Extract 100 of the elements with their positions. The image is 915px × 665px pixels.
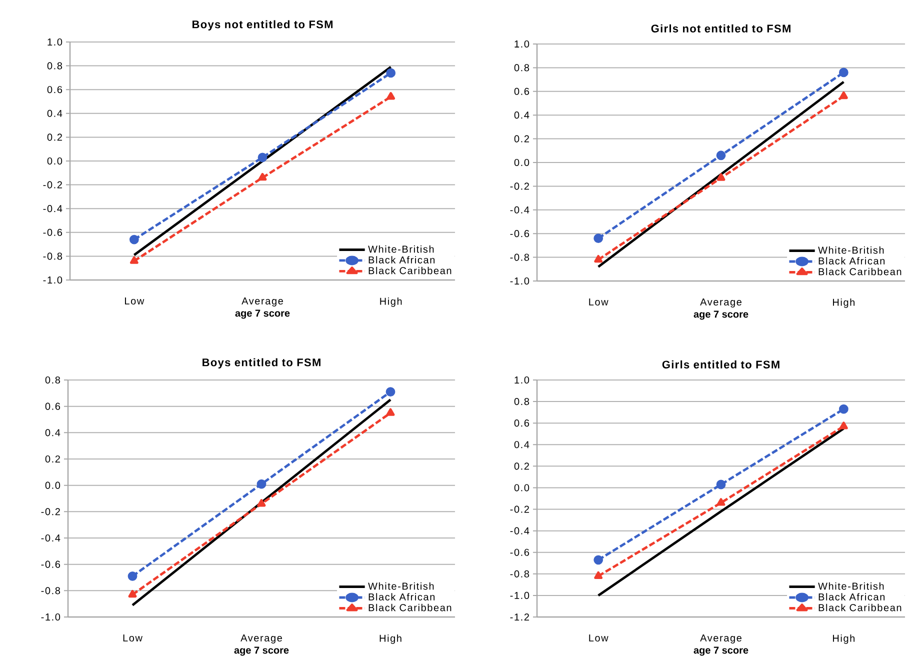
point xyxy=(839,422,848,430)
y-tick-label: -0.6 xyxy=(510,548,530,556)
legend-label: Black Caribbean xyxy=(818,268,902,276)
y-tick-label: -0.8 xyxy=(510,570,530,578)
x-tick-label: Low xyxy=(589,298,608,306)
y-tick-label: -0.8 xyxy=(510,254,530,261)
y-tick-label: 0.0 xyxy=(514,158,530,166)
y-tick-label: 0.4 xyxy=(45,429,60,436)
x-tick-label: Average xyxy=(240,634,282,644)
y-tick-label: 0.8 xyxy=(514,64,530,72)
point xyxy=(128,571,138,581)
legend-label: White-British xyxy=(818,246,884,254)
legend-label: Black Caribbean xyxy=(368,604,452,612)
x-tick-label: High xyxy=(833,634,854,644)
y-tick-label: -0.4 xyxy=(510,206,530,214)
y-tick-label: 1.0 xyxy=(514,376,530,384)
point xyxy=(838,404,848,414)
y-tick-label: -0.8 xyxy=(41,587,60,594)
chart-title: Boys entitled to FSM xyxy=(202,358,320,368)
x-tick-label: Low xyxy=(123,634,142,642)
x-tick-label: Low xyxy=(125,298,144,305)
chart-title: Boys not entitled to FSM xyxy=(192,20,333,30)
x-axis-title: age 7 score xyxy=(694,646,748,656)
point xyxy=(256,479,266,489)
y-tick-label: 1.0 xyxy=(48,38,62,46)
legend-label: Black African xyxy=(818,257,885,264)
y-tick-label: 0.4 xyxy=(47,110,62,117)
point xyxy=(386,408,395,416)
point xyxy=(716,498,726,506)
point xyxy=(386,92,396,100)
point xyxy=(386,387,396,397)
legend-label: Black Caribbean xyxy=(818,604,902,612)
chart-title: Girls entitled to FSM xyxy=(662,360,780,368)
point xyxy=(594,555,604,565)
y-tick-label: -1.0 xyxy=(41,613,60,621)
legend-label: White-British xyxy=(368,582,434,590)
y-tick-label: -1.2 xyxy=(510,614,529,620)
y-tick-label: 0.6 xyxy=(45,402,60,410)
x-tick-label: High xyxy=(833,298,854,308)
point xyxy=(129,234,139,244)
point xyxy=(257,499,266,507)
y-tick-label: -0.4 xyxy=(41,534,60,542)
y-tick-label: 0.0 xyxy=(45,482,60,489)
point xyxy=(594,254,603,263)
y-tick-label: -0.6 xyxy=(41,560,60,568)
point xyxy=(258,152,268,162)
y-tick-label: -0.2 xyxy=(510,506,529,513)
legend-label: White-British xyxy=(368,245,434,253)
y-tick-label: -0.2 xyxy=(510,182,529,190)
point xyxy=(716,173,726,181)
y-tick-label: 0.8 xyxy=(47,62,62,70)
point xyxy=(838,68,848,78)
chart-title: Girls not entitled to FSM xyxy=(651,24,790,32)
y-tick-label: 0.2 xyxy=(45,455,60,463)
y-tick-label: 1.0 xyxy=(514,40,530,48)
point xyxy=(128,590,137,598)
x-tick-label: Average xyxy=(242,298,283,306)
y-tick-label: 0.0 xyxy=(514,484,530,492)
y-tick-label: 0.2 xyxy=(47,134,62,141)
point xyxy=(130,256,138,264)
y-tick-label: 0.2 xyxy=(514,462,529,470)
point xyxy=(839,91,848,100)
y-tick-label: -1.0 xyxy=(510,592,530,599)
legend-label: Black Caribbean xyxy=(368,266,452,274)
y-tick-label: -1.0 xyxy=(510,277,530,285)
x-tick-label: High xyxy=(380,298,402,307)
point xyxy=(258,172,267,181)
y-tick-label: -0.8 xyxy=(43,252,62,260)
y-tick-label: -0.6 xyxy=(43,228,62,236)
legend-label: Black African xyxy=(368,593,435,600)
x-tick-label: Average xyxy=(700,298,742,308)
y-tick-label: -0.2 xyxy=(41,508,60,516)
point xyxy=(594,234,604,244)
point xyxy=(716,480,726,490)
y-tick-label: -0.6 xyxy=(510,230,530,238)
point xyxy=(594,571,603,580)
point xyxy=(716,150,726,160)
x-axis-title: age 7 score xyxy=(235,310,290,319)
legend-label: White-British xyxy=(818,582,884,590)
x-axis-title: age 7 score xyxy=(694,310,748,320)
legend-label: Black African xyxy=(818,593,885,600)
y-tick-label: 0.0 xyxy=(47,157,62,165)
x-axis-title: age 7 score xyxy=(234,646,289,656)
x-tick-label: Low xyxy=(589,634,608,642)
y-tick-label: 0.2 xyxy=(514,135,529,142)
y-tick-label: 0.6 xyxy=(514,420,530,427)
y-tick-label: -0.2 xyxy=(43,181,62,188)
y-tick-label: 0.8 xyxy=(45,376,60,384)
point xyxy=(386,68,396,78)
y-tick-label: -0.4 xyxy=(43,205,62,212)
y-tick-label: -1.0 xyxy=(43,276,62,284)
x-tick-label: High xyxy=(380,634,402,644)
y-tick-label: 0.4 xyxy=(514,112,530,119)
y-tick-label: 0.8 xyxy=(514,398,530,406)
y-tick-label: 0.6 xyxy=(514,88,530,95)
legend-label: Black African xyxy=(368,256,435,264)
x-tick-label: Average xyxy=(700,634,742,644)
y-tick-label: 0.6 xyxy=(47,86,62,94)
y-tick-label: -0.4 xyxy=(510,527,530,534)
y-tick-label: 0.4 xyxy=(514,441,530,448)
